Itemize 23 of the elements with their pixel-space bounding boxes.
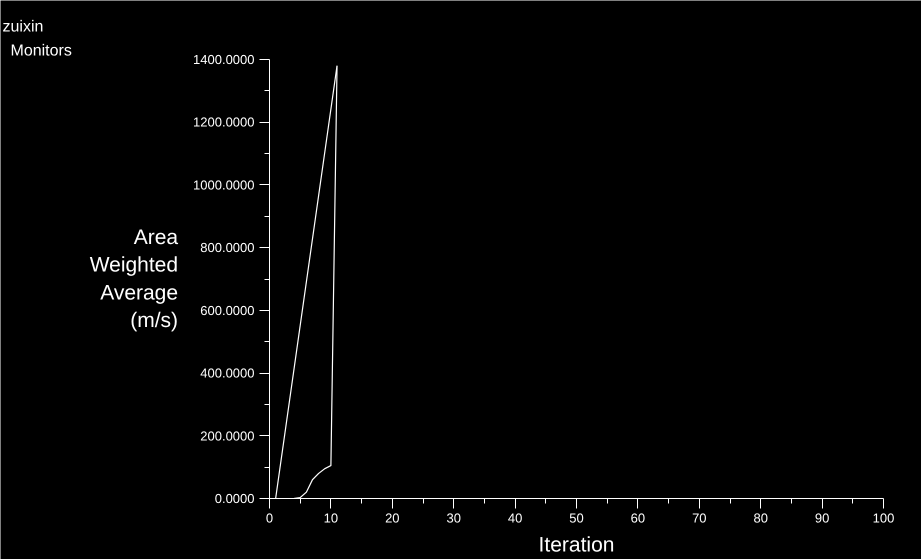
x-tick-label: 80	[753, 510, 768, 526]
y-tick-label: 400.0000	[200, 366, 255, 381]
x-tick-label: 90	[814, 510, 830, 526]
x-tick-label: 50	[569, 510, 584, 526]
text: Monitors	[10, 42, 72, 60]
x-tick-label: 0	[266, 510, 274, 526]
y-axis-title: Area Weighted Average (m/s)	[90, 226, 178, 332]
x-tick-label: 20	[385, 510, 400, 526]
x-tick-label: 70	[692, 510, 707, 526]
x-tick-label: 30	[446, 510, 461, 526]
y-tick-label: 200.0000	[200, 428, 255, 444]
x-tick-label: 60	[630, 510, 646, 526]
x-tick-label: 100	[872, 510, 894, 526]
x-tick-label: 40	[508, 510, 522, 526]
x-axis-title: Iteration	[538, 534, 614, 556]
y-tick-label: 1000.0000	[193, 177, 254, 192]
y-tick-label: 1200.0000	[193, 114, 254, 130]
y-tick-label: 1400.0000	[193, 52, 254, 67]
y-tick-label: 600.0000	[200, 302, 255, 318]
text: zuixin	[2, 18, 44, 36]
x-tick-label: 10	[324, 510, 338, 526]
y-tick-label: 0.0000	[214, 491, 255, 506]
y-tick-label: 800.0000	[200, 240, 255, 256]
